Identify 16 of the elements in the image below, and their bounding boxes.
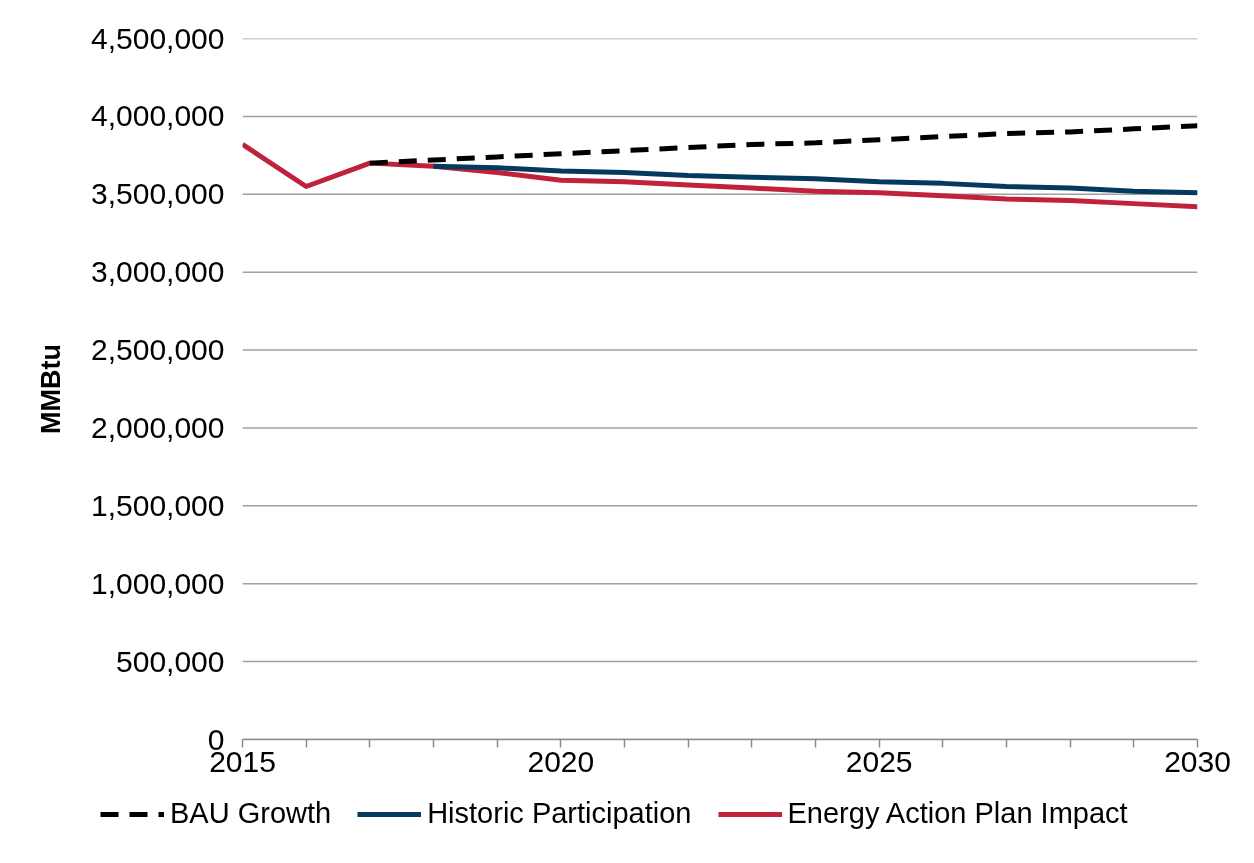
y-tick-label: 2,500,000 <box>91 333 225 367</box>
y-tick-label: 1,500,000 <box>91 488 225 522</box>
legend-label: BAU Growth <box>170 797 332 830</box>
x-tick-label: 2020 <box>527 744 595 778</box>
y-tick-label: 3,500,000 <box>91 177 225 211</box>
y-axis-title: MMBtu <box>36 344 67 434</box>
y-tick-label: 4,500,000 <box>91 21 225 55</box>
x-tick-label: 2025 <box>845 744 913 778</box>
y-tick-label: 1,000,000 <box>91 566 225 600</box>
y-tick-label: 500,000 <box>116 644 225 678</box>
legend-label: Energy Action Plan Impact <box>787 797 1128 830</box>
y-tick-label: 3,000,000 <box>91 255 225 289</box>
y-tick-label: 2,000,000 <box>91 410 225 444</box>
legend-label: Historic Participation <box>427 797 692 830</box>
x-tick-label: 2030 <box>1164 744 1231 778</box>
y-tick-label: 4,000,000 <box>91 99 225 133</box>
